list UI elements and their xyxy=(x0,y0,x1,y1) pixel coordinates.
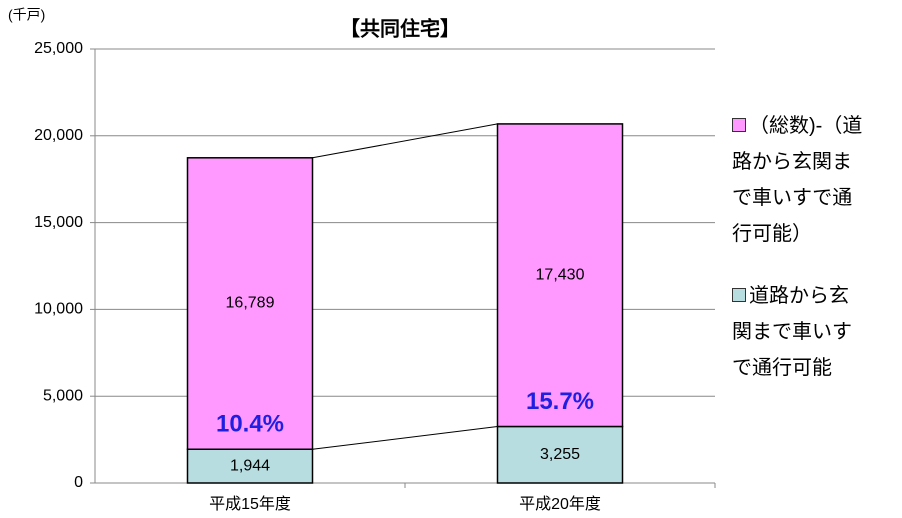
value-label: 17,430 xyxy=(536,266,585,283)
x-tick-label: 平成15年度 xyxy=(209,495,291,513)
y-tick-label: 10,000 xyxy=(34,301,83,318)
value-label: 3,255 xyxy=(540,446,580,463)
y-tick-label: 5,000 xyxy=(43,387,83,404)
y-unit: (千戸) xyxy=(8,7,45,23)
bar-segment xyxy=(496,425,624,484)
legend: （総数)-（道路から玄関まで車いすで通行可能） 道路から玄関まで車いすで通行可能 xyxy=(732,108,864,412)
y-tick-label: 15,000 xyxy=(34,214,83,231)
legend-swatch xyxy=(732,288,746,302)
legend-entry: （総数)-（道路から玄関まで車いすで通行可能） xyxy=(732,108,864,252)
legend-swatch xyxy=(732,118,746,132)
bar-segment xyxy=(496,123,624,428)
value-label: 1,944 xyxy=(230,457,270,474)
annotation: 15.7% xyxy=(526,388,594,415)
bar-segment xyxy=(186,448,314,484)
series-line xyxy=(312,123,498,159)
annotation: 10.4% xyxy=(216,411,284,438)
y-tick-label: 0 xyxy=(74,474,83,491)
legend-entry: 道路から玄関まで車いすで通行可能 xyxy=(732,278,864,386)
legend-label: （総数)-（道路から玄関まで車いすで通行可能） xyxy=(732,115,863,245)
y-tick-label: 25,000 xyxy=(34,40,83,57)
bar-segment xyxy=(186,157,314,451)
value-label: 16,789 xyxy=(226,295,275,312)
series-line xyxy=(312,425,498,450)
y-tick-label: 20,000 xyxy=(34,127,83,144)
legend-label: 道路から玄関まで車いすで通行可能 xyxy=(732,285,852,379)
x-tick-label: 平成20年度 xyxy=(519,495,601,513)
chart-title: 【共同住宅】 xyxy=(340,16,460,40)
